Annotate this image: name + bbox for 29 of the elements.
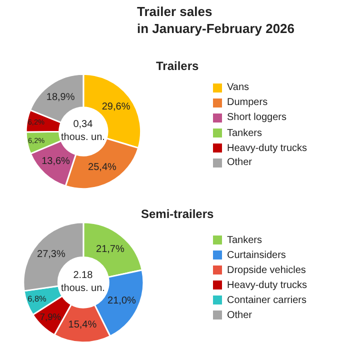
legend-label: Vans <box>227 82 250 93</box>
data-label: 27,3% <box>36 249 66 260</box>
legend-label: Heavy-duty trucks <box>227 143 308 154</box>
legend-label: Container carriers <box>227 295 306 306</box>
data-label: 6,2% <box>28 117 45 126</box>
legend-label: Other <box>227 157 253 168</box>
data-label: 15,4% <box>68 319 97 330</box>
legend-label: Tankers <box>227 235 262 246</box>
data-label: 21,7% <box>96 244 124 255</box>
text: 0,34 thous. un. <box>61 119 105 143</box>
chart-title: Trailer sales in January-February 2026 <box>137 4 295 36</box>
legend-label: Short loggers <box>227 112 286 123</box>
legend-label: Curtainsiders <box>227 250 286 261</box>
legend-label: Other <box>227 310 253 321</box>
data-label: 25,4% <box>88 162 117 174</box>
legend-label: Dropside vehicles <box>227 265 306 276</box>
legend-label: Dumpers <box>227 97 268 108</box>
data-label: 21,0% <box>108 295 136 306</box>
legend-label: Tankers <box>227 128 262 139</box>
data-label: 18,9% <box>46 92 75 104</box>
data-label: 7,9% <box>40 312 62 322</box>
data-label: 6,8% <box>28 294 48 304</box>
text: 2.18 thous. un. <box>61 270 105 294</box>
data-label: 29,6% <box>102 102 130 113</box>
chart-subtitle: Trailers <box>156 59 200 73</box>
chart-title: Semi-trailers <box>141 207 214 221</box>
legend-label: Heavy-duty trucks <box>227 280 308 291</box>
data-label: 13,6% <box>42 156 70 167</box>
data-label: 6,2% <box>28 136 46 146</box>
